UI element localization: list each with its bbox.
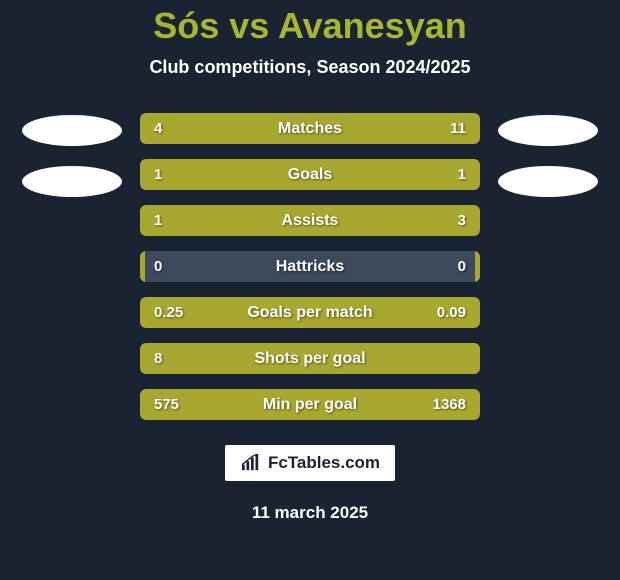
- stat-value-right: 0: [458, 251, 466, 282]
- stat-value-right: 3: [458, 205, 466, 236]
- logo-box[interactable]: FcTables.com: [225, 445, 395, 481]
- stat-label: Goals per match: [140, 297, 480, 328]
- stat-label: Assists: [140, 205, 480, 236]
- player2-badge-1: [498, 115, 598, 146]
- right-player-badges: [498, 113, 598, 197]
- stat-bar-shots-per-goal: 8 Shots per goal: [140, 343, 480, 374]
- stat-value-right: 0.09: [437, 297, 466, 328]
- stat-value-right: 11: [450, 113, 466, 144]
- stat-value-right: 1: [458, 159, 466, 190]
- subtitle: Club competitions, Season 2024/2025: [0, 57, 620, 78]
- footer-logo: FcTables.com: [0, 445, 620, 481]
- stat-bar-assists: 1 Assists 3: [140, 205, 480, 236]
- date-text: 11 march 2025: [0, 503, 620, 523]
- stat-label: Min per goal: [140, 389, 480, 420]
- stats-bars: 4 Matches 11 1 Goals 1 1 Assists 3: [140, 113, 480, 420]
- player1-badge-1: [22, 115, 122, 146]
- stat-label: Goals: [140, 159, 480, 190]
- logo-text: FcTables.com: [268, 453, 380, 473]
- stat-bar-goals-per-match: 0.25 Goals per match 0.09: [140, 297, 480, 328]
- chart-icon: [240, 454, 262, 472]
- stat-bar-goals: 1 Goals 1: [140, 159, 480, 190]
- player2-badge-2: [498, 166, 598, 197]
- stat-value-right: 1368: [433, 389, 466, 420]
- player1-badge-2: [22, 166, 122, 197]
- page-title: Sós vs Avanesyan: [0, 5, 620, 47]
- stat-bar-hattricks: 0 Hattricks 0: [140, 251, 480, 282]
- stat-label: Matches: [140, 113, 480, 144]
- stat-label: Shots per goal: [140, 343, 480, 374]
- stat-bar-min-per-goal: 575 Min per goal 1368: [140, 389, 480, 420]
- main-container: Sós vs Avanesyan Club competitions, Seas…: [0, 0, 620, 580]
- stat-bar-matches: 4 Matches 11: [140, 113, 480, 144]
- left-player-badges: [22, 113, 122, 197]
- stat-label: Hattricks: [140, 251, 480, 282]
- comparison-area: 4 Matches 11 1 Goals 1 1 Assists 3: [0, 113, 620, 420]
